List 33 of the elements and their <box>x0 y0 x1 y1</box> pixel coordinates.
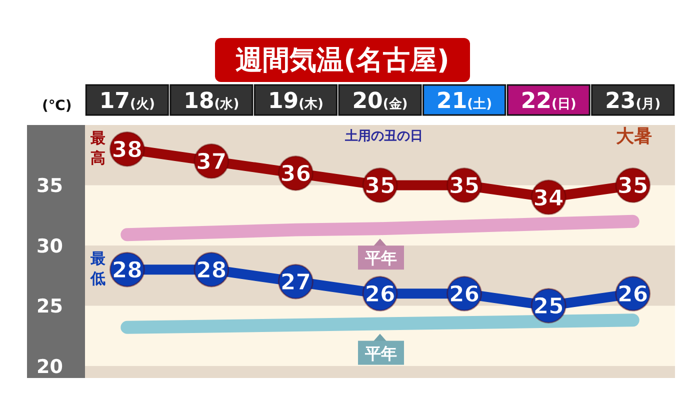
legend-label: 平年 <box>364 248 397 268</box>
x-tick-label: 21(土) <box>436 89 492 114</box>
data-label: 36 <box>280 162 312 188</box>
y-tick-label: 25 <box>36 296 63 318</box>
x-tick-label: 19(木) <box>268 89 324 114</box>
data-label: 37 <box>196 150 227 176</box>
series-label: 最低 <box>90 250 106 288</box>
series-label: 最高 <box>90 129 106 168</box>
annotation: 大暑 <box>616 125 652 148</box>
data-label: 35 <box>364 174 396 200</box>
data-label: 26 <box>364 282 396 308</box>
data-label: 38 <box>112 138 142 164</box>
y-tick-label: 20 <box>36 356 63 378</box>
data-label: 28 <box>112 258 142 284</box>
x-tick-label: 17(火) <box>99 89 155 114</box>
x-tick-label: 18(水) <box>184 89 240 114</box>
data-label: 35 <box>618 174 648 200</box>
data-label: 35 <box>448 174 480 200</box>
data-label: 27 <box>280 270 312 296</box>
data-label: 28 <box>196 258 227 284</box>
data-label: 26 <box>618 282 648 308</box>
data-label: 25 <box>533 294 564 320</box>
annotation: 土用の丑の日 <box>345 128 423 145</box>
x-tick-label: 22(日) <box>520 89 576 114</box>
y-tick-label: 30 <box>36 235 63 258</box>
data-label: 34 <box>533 186 564 212</box>
y-tick-label: 35 <box>36 175 63 198</box>
data-label: 26 <box>448 282 480 308</box>
legend-label: 平年 <box>364 344 397 363</box>
chart-title: 週間気温(名古屋) <box>215 38 470 82</box>
x-tick-label: 23(月) <box>605 89 661 114</box>
y-axis-title: (℃) <box>42 98 72 114</box>
x-tick-label: 20(金) <box>352 89 408 114</box>
